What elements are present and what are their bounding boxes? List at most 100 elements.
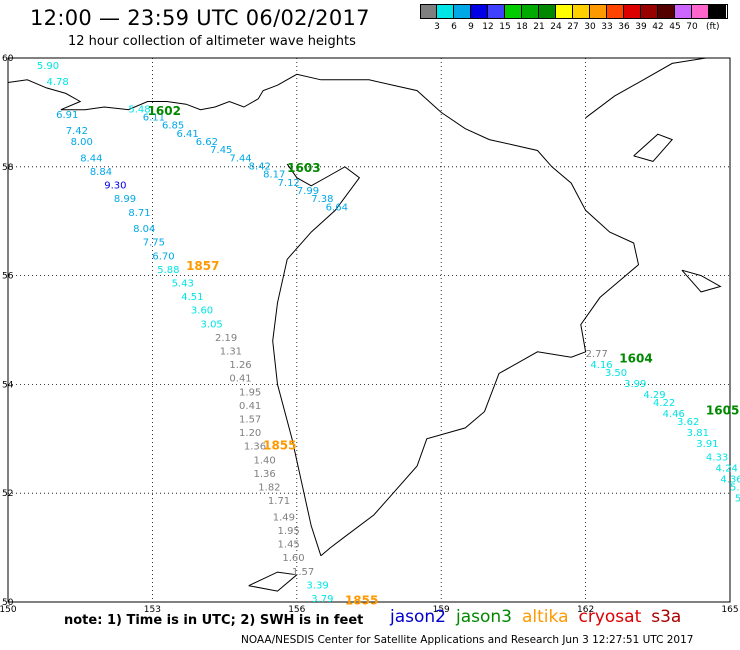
wave-height-value: 1.40 (253, 455, 275, 466)
wave-height-value: 2.19 (215, 333, 237, 344)
paramushir-island (248, 571, 298, 592)
latitude-tick-label: 58 (2, 163, 14, 173)
legend-swatch (420, 4, 437, 18)
wave-height-value: 3.91 (696, 439, 718, 450)
wave-height-value: 4.46 (663, 409, 685, 420)
wave-height-value: 3.79 (311, 594, 333, 605)
wave-height-value: 3.99 (624, 379, 646, 390)
track-time-label: 1605 (706, 403, 739, 417)
wave-height-value: 3.60 (191, 306, 213, 317)
legend-swatch (437, 4, 454, 18)
karaginsky-island (633, 133, 674, 162)
track-time-labels: 1602 1603 1857 1855 1855 1604 1605 (148, 104, 740, 608)
legend-swatch (573, 4, 590, 18)
legend-tick-label: 36 (618, 22, 630, 32)
wave-height-value: 1.71 (268, 496, 290, 507)
legend-tick-label: 33 (601, 22, 613, 32)
wave-height-value: 8.71 (128, 208, 150, 219)
legend-swatch (692, 4, 709, 18)
legend-unit: (ft) (706, 22, 720, 32)
wave-height-value: 6.11 (143, 113, 165, 124)
wave-height-value: 1.26 (229, 360, 251, 371)
legend-swatch (556, 4, 573, 18)
wave-height-value: 4.24 (716, 463, 738, 474)
wave-height-value: 1.20 (239, 428, 261, 439)
wave-height-value: 8.99 (114, 194, 136, 205)
legend-tick-label: 42 (652, 22, 664, 32)
wave-height-value: 1.60 (282, 553, 304, 564)
axis-labels: 150 153 156 159 162 165 60 58 56 54 52 50 (0, 54, 739, 615)
wave-height-value: 9.30 (104, 181, 126, 192)
legend-tick-label: 45 (669, 22, 681, 32)
wave-height-value: 7.75 (143, 238, 165, 249)
legend-swatch (539, 4, 556, 18)
wave-height-value: 4.36 (720, 474, 740, 485)
wave-height-value: 3.39 (306, 580, 328, 591)
wave-height-value: 6.62 (196, 137, 218, 148)
wave-height-value: 1.95 (239, 387, 261, 398)
wave-height-value: 1.57 (292, 567, 314, 578)
wave-height-value: 8.04 (133, 224, 155, 235)
legend-tick-label: 24 (550, 22, 562, 32)
longitude-tick-label: 165 (721, 605, 738, 615)
wave-height-value: 7.12 (278, 178, 300, 189)
track-time-label: 1855 (345, 594, 378, 608)
satellite-altika: altika (522, 607, 569, 627)
map-frame (7, 57, 731, 603)
track-time-label: 1857 (186, 259, 219, 273)
wave-height-value: 6.70 (152, 251, 174, 262)
legend-swatch (658, 4, 675, 18)
legend-tick-label: 12 (482, 22, 494, 32)
wave-height-value: 5.90 (37, 61, 59, 72)
latitude-tick-label: 54 (2, 380, 14, 390)
wave-height-value: 6.41 (176, 129, 198, 140)
wave-height-value: 4.78 (47, 77, 69, 88)
satellite-s3a: s3a (651, 607, 682, 627)
legend-tick-label: 3 (434, 22, 440, 32)
kamchatka-east-coastline (277, 73, 640, 557)
wave-height-value: 1.31 (220, 346, 242, 357)
legend-tick-label: 30 (584, 22, 596, 32)
satellite-legend: jason2 jason3 altika cryosat s3a (390, 607, 691, 627)
legend-swatch (624, 4, 641, 18)
wave-height-color-legend: 3 6 9 12 15 18 21 24 27 30 33 36 39 42 45 70 (ft) (420, 4, 728, 36)
magadan-coastline (7, 79, 278, 111)
coastline (7, 57, 730, 592)
wave-height-value: 7.99 (297, 186, 319, 197)
legend-swatch (607, 4, 624, 18)
wave-height-value: 5.48 (128, 104, 150, 115)
wave-height-value: 3.05 (201, 319, 223, 330)
wave-height-value: 7.45 (210, 145, 232, 156)
legend-tick-label: 27 (567, 22, 579, 32)
legend-tick-label: 15 (499, 22, 511, 32)
wave-height-value: 1.49 (273, 512, 295, 523)
track-time-label: 1602 (148, 104, 181, 118)
wave-height-value: 3.50 (605, 368, 627, 379)
wave-height-value: 8.17 (263, 170, 285, 181)
wave-height-value: 2.77 (586, 349, 608, 360)
wave-height-value: 6.85 (162, 121, 184, 132)
wave-height-value: 8.84 (90, 167, 112, 178)
track-time-label: 1855 (263, 439, 296, 453)
map-subtitle: 12 hour collection of altimeter wave hei… (68, 34, 356, 49)
wave-height-value: 8.00 (71, 137, 93, 148)
legend-swatch (505, 4, 522, 18)
wave-height-value: 4.33 (706, 453, 728, 464)
wave-height-value: 4.22 (653, 398, 675, 409)
wave-height-value: 3.62 (677, 417, 699, 428)
longitude-tick-label: 159 (433, 605, 450, 615)
wave-height-value: 5.43 (172, 278, 194, 289)
satellite-jason2: jason2 (390, 607, 446, 627)
wave-height-value: 4.51 (181, 292, 203, 303)
legend-swatch (709, 4, 726, 18)
wave-height-value: 6.64 (326, 202, 348, 213)
legend-frame (420, 4, 728, 19)
legend-tick-label: 18 (516, 22, 528, 32)
satellite-jason3: jason3 (456, 607, 512, 627)
wave-height-value: 5.88 (157, 265, 179, 276)
bering-island (681, 269, 722, 293)
satellite-cryosat: cryosat (578, 607, 642, 627)
latitude-tick-label: 60 (2, 54, 14, 64)
legend-tick-label: 6 (451, 22, 457, 32)
legend-swatch (454, 4, 471, 18)
